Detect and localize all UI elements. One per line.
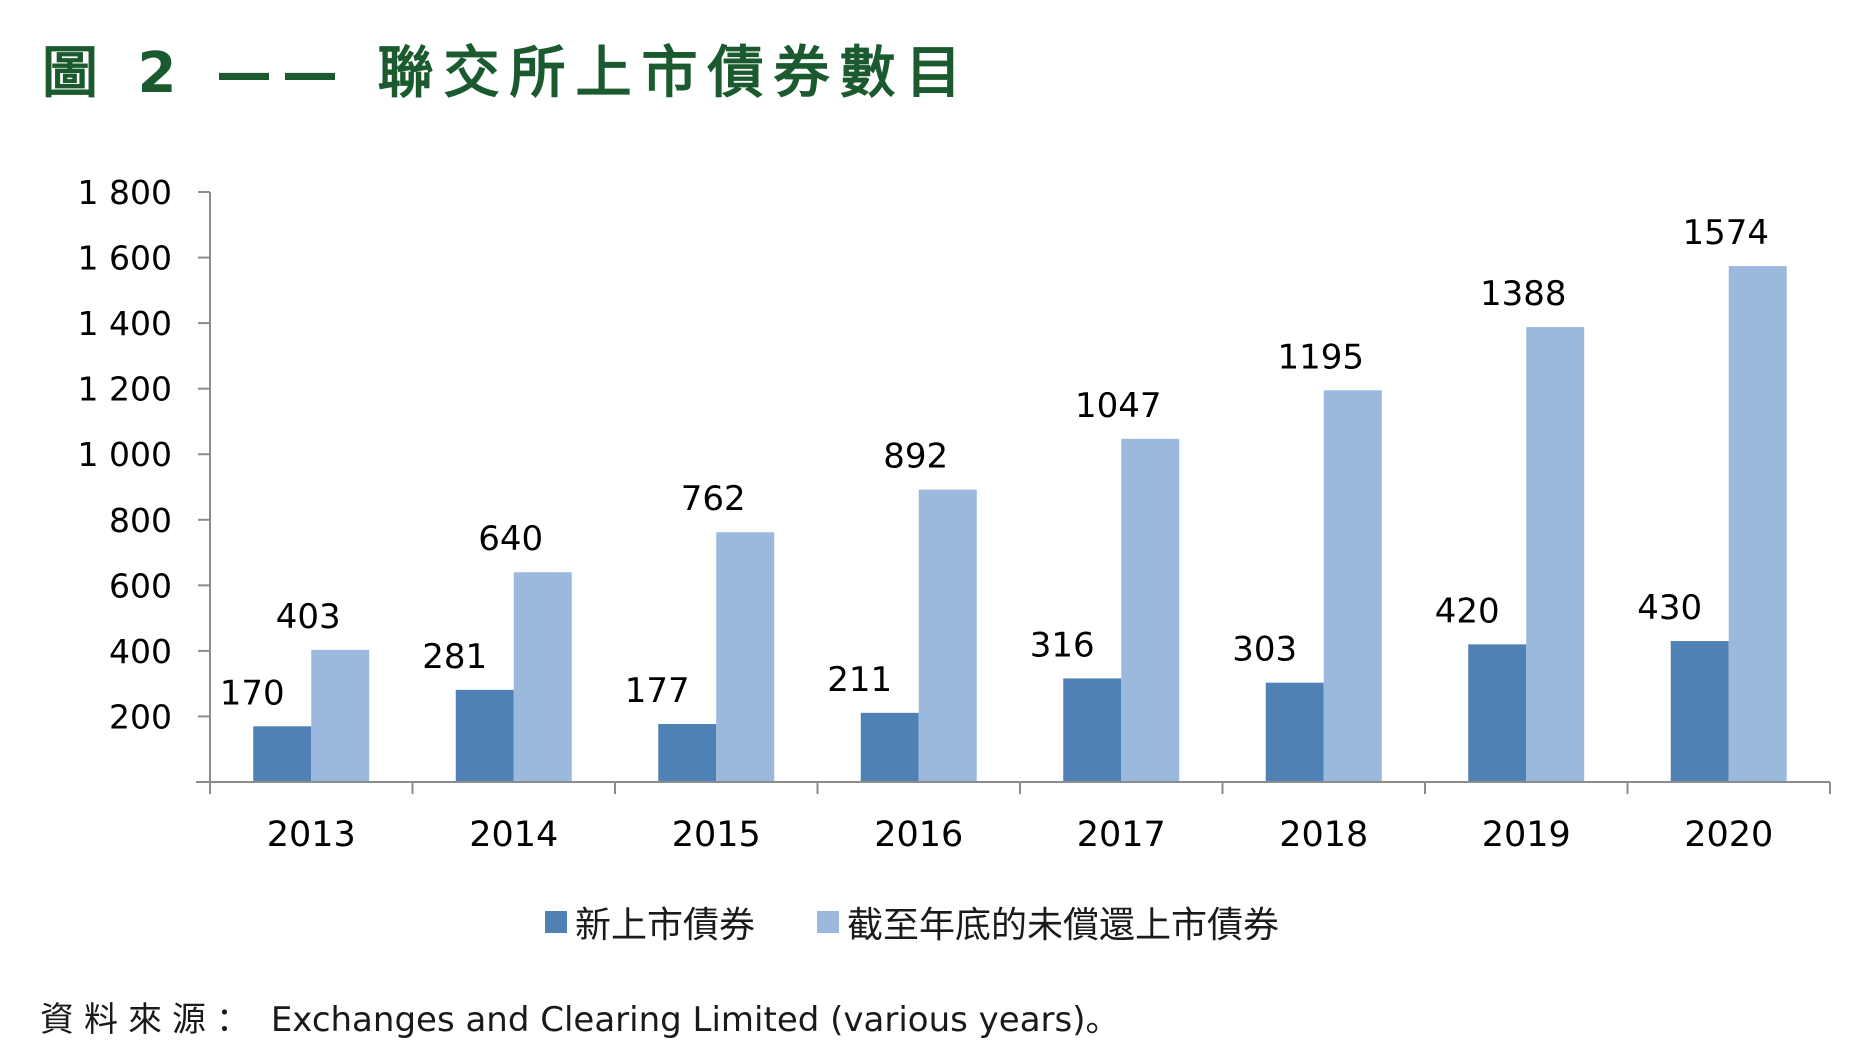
- data-label-outstanding-2020: 1574: [1682, 213, 1769, 253]
- data-label-outstanding-2016: 892: [883, 437, 948, 477]
- x-tick-label-2015: 2015: [672, 815, 761, 855]
- data-label-new-listings-2013: 170: [220, 673, 285, 713]
- x-tick-label-2016: 2016: [874, 815, 963, 855]
- bar-outstanding-2020: [1728, 266, 1787, 783]
- data-label-new-listings-2014: 281: [422, 637, 487, 677]
- source-label: 資料來源：: [40, 1000, 260, 1040]
- data-label-new-listings-2017: 316: [1030, 625, 1095, 665]
- data-label-new-listings-2020: 430: [1637, 588, 1702, 628]
- x-tick-label-2020: 2020: [1684, 815, 1773, 855]
- bars-layer: [253, 266, 1787, 783]
- legend-swatch-outstanding: [817, 911, 840, 933]
- source-text: Exchanges and Clearing Limited (various …: [270, 1000, 1120, 1040]
- legend-swatch-new-listings: [545, 911, 567, 933]
- data-label-outstanding-2019: 1388: [1480, 274, 1567, 314]
- data-label-outstanding-2018: 1195: [1277, 337, 1364, 377]
- y-tick-label: 200: [109, 697, 172, 736]
- source-note: 資料來源： Exchanges and Clearing Limited (va…: [40, 992, 1119, 1041]
- bar-outstanding-2016: [918, 489, 977, 782]
- x-tick-label-2018: 2018: [1279, 815, 1368, 855]
- chart-title: 圖 2 —— 聯交所上市債券數目: [42, 41, 972, 106]
- bar-outstanding-2019: [1526, 327, 1585, 782]
- legend-item-new-listings: 新上市債券: [545, 896, 755, 948]
- bar-new-listings-2018: [1265, 682, 1324, 782]
- legend-label-outstanding: 截至年底的未償還上市債券: [847, 905, 1280, 946]
- y-tick-label: 1 400: [78, 304, 172, 343]
- x-tick-label-2014: 2014: [469, 815, 558, 855]
- bar-outstanding-2013: [311, 649, 370, 782]
- data-label-new-listings-2016: 211: [827, 660, 892, 700]
- y-tick-label: 800: [109, 501, 172, 540]
- bar-outstanding-2015: [716, 532, 775, 782]
- bar-outstanding-2018: [1323, 390, 1382, 782]
- x-tick-label-2019: 2019: [1482, 815, 1571, 855]
- data-label-outstanding-2014: 640: [478, 519, 543, 559]
- y-tick-label: 1 000: [78, 435, 172, 474]
- chart-legend: 新上市債券 截至年底的未償還上市債券: [545, 896, 1341, 948]
- y-tick-label: 1 200: [78, 370, 172, 409]
- y-tick-label: 1 600: [78, 239, 172, 278]
- bar-new-listings-2014: [455, 689, 514, 782]
- bar-outstanding-2017: [1121, 438, 1180, 782]
- data-label-new-listings-2015: 177: [625, 671, 690, 711]
- legend-item-outstanding: 截至年底的未償還上市債券: [817, 896, 1279, 948]
- y-tick-label: 1 800: [78, 173, 172, 212]
- bar-new-listings-2017: [1063, 678, 1122, 782]
- data-label-outstanding-2017: 1047: [1075, 386, 1162, 426]
- axes-layer: [196, 191, 1831, 794]
- bar-new-listings-2019: [1468, 644, 1527, 782]
- data-label-outstanding-2015: 762: [681, 479, 746, 519]
- bar-new-listings-2020: [1670, 641, 1729, 782]
- y-tick-label: 600: [109, 566, 172, 605]
- data-label-outstanding-2013: 403: [276, 597, 341, 637]
- legend-label-new-listings: 新上市債券: [575, 905, 756, 946]
- x-tick-label-2013: 2013: [267, 815, 356, 855]
- bar-new-listings-2015: [658, 723, 717, 782]
- data-label-new-listings-2018: 303: [1232, 630, 1297, 670]
- labels-layer: 200 400 600 800 1 000 1 200 1 400 1 600 1 800 170…: [78, 173, 1774, 855]
- data-label-new-listings-2019: 420: [1435, 591, 1500, 631]
- bar-new-listings-2013: [253, 726, 312, 782]
- bar-outstanding-2014: [513, 572, 572, 782]
- x-tick-label-2017: 2017: [1077, 815, 1166, 855]
- y-tick-label: 400: [109, 632, 172, 671]
- bar-new-listings-2016: [860, 712, 919, 782]
